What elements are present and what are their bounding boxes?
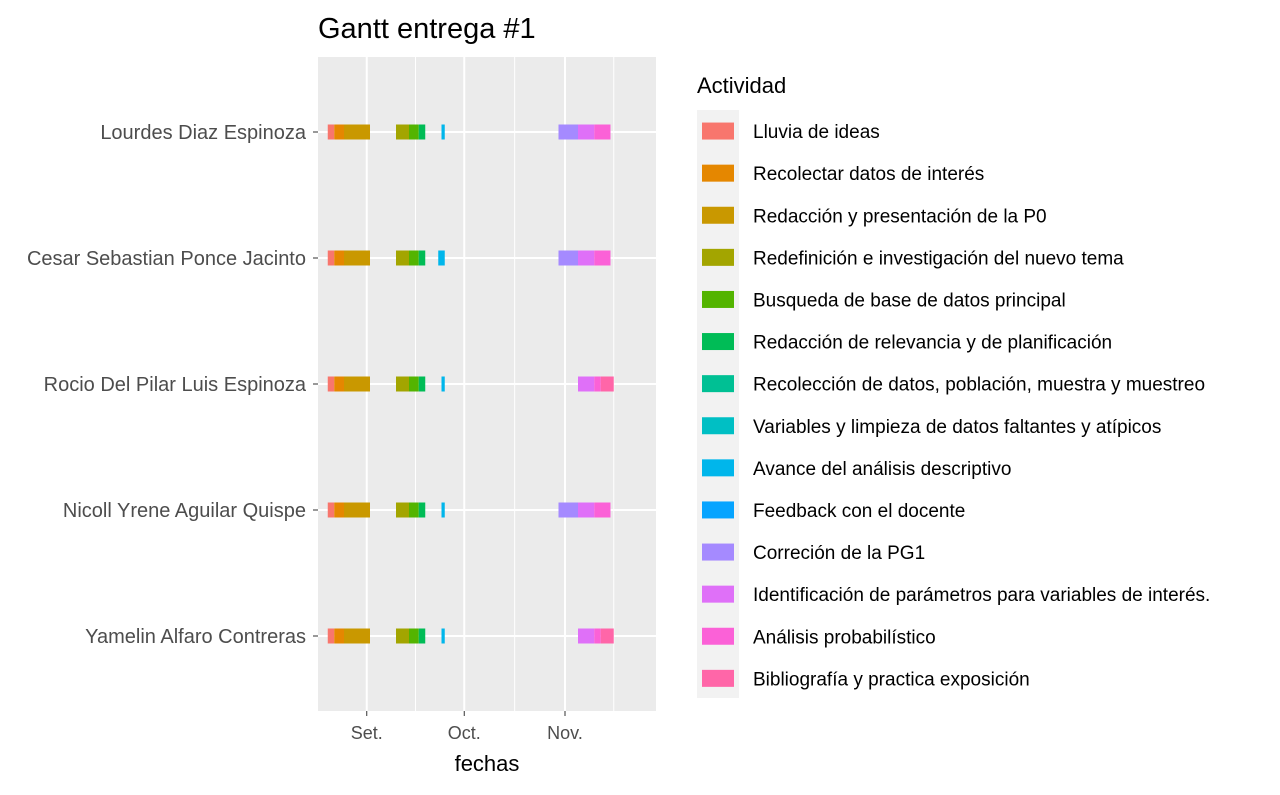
task-bar (334, 250, 344, 266)
legend: Lluvia de ideas Recolectar datos de inter… (702, 122, 1210, 690)
task-bar (396, 376, 409, 392)
legend-swatch (702, 501, 734, 519)
y-axis-label: Nicoll Yrene Aguilar Quispe (63, 500, 306, 522)
legend-label: Recolección de datos, población, muestra… (753, 375, 1205, 396)
task-bar (396, 250, 409, 266)
task-bar (578, 376, 595, 392)
task-bar (334, 124, 344, 140)
legend-swatch (702, 459, 734, 477)
task-bar (418, 250, 426, 266)
task-bar (409, 124, 419, 140)
x-tick-label: Oct. (448, 723, 481, 743)
task-bar (327, 250, 335, 266)
legend-key-background (697, 110, 739, 698)
task-bar (409, 250, 419, 266)
legend-swatch (702, 206, 734, 224)
task-bar (418, 628, 426, 644)
task-bar (558, 250, 578, 266)
task-bar (327, 502, 335, 518)
legend-swatch (702, 290, 734, 308)
legend-label: Lluvia de ideas (753, 122, 880, 143)
task-bar (396, 124, 409, 140)
legend-label: Redefinición e investigación del nuevo t… (753, 248, 1124, 269)
task-bar (441, 376, 445, 392)
task-bar (594, 124, 611, 140)
legend-swatch (702, 669, 734, 687)
task-bar (344, 124, 370, 140)
task-bar (409, 502, 419, 518)
legend-label: Busqueda de base de datos principal (753, 290, 1066, 311)
legend-swatch (702, 585, 734, 603)
x-tick-label: Nov. (547, 723, 583, 743)
task-bar (409, 376, 419, 392)
task-bar (418, 376, 426, 392)
y-axis-label: Lourdes Diaz Espinoza (100, 122, 307, 144)
task-bar (334, 502, 344, 518)
legend-swatch (702, 417, 734, 435)
legend-swatch (702, 333, 734, 351)
task-bars (327, 124, 614, 644)
task-bar (558, 502, 578, 518)
legend-swatch (702, 543, 734, 561)
legend-label: Feedback con el docente (753, 501, 965, 522)
task-bar (558, 124, 578, 140)
task-bar (344, 502, 370, 518)
legend-swatch (702, 627, 734, 645)
task-bar (418, 502, 426, 518)
y-axis-labels: Lourdes Diaz Espinoza Cesar Sebastian Pon… (27, 122, 318, 648)
task-bar (327, 376, 335, 392)
legend-swatch (702, 122, 734, 140)
legend-label: Bibliografía y practica exposición (753, 669, 1030, 690)
task-bar (578, 502, 595, 518)
task-bar (594, 250, 611, 266)
legend-label: Recolectar datos de interés (753, 164, 984, 185)
legend-label: Análisis probabilístico (753, 627, 936, 648)
legend-label: Redacción de relevancia y de planificaci… (753, 333, 1112, 354)
y-axis-label: Rocio Del Pilar Luis Espinoza (44, 374, 307, 396)
chart-title: Gantt entrega #1 (318, 13, 536, 45)
legend-label: Identificación de parámetros para variab… (753, 585, 1210, 606)
task-bar (578, 628, 595, 644)
legend-label: Correción de la PG1 (753, 543, 925, 564)
legend-label: Redacción y presentación de la P0 (753, 206, 1047, 227)
task-bar (396, 628, 409, 644)
task-bar (600, 628, 614, 644)
task-bar (578, 250, 595, 266)
task-bar (441, 124, 445, 140)
legend-title: Actividad (697, 73, 786, 98)
y-axis-label: Yamelin Alfaro Contreras (85, 626, 306, 648)
legend-swatch (702, 375, 734, 393)
task-bar (409, 628, 419, 644)
task-bar (327, 124, 335, 140)
task-bar (334, 628, 344, 644)
task-bar (438, 250, 445, 266)
legend-swatch (702, 164, 734, 182)
task-bar (418, 124, 426, 140)
task-bar (334, 376, 344, 392)
task-bar (344, 250, 370, 266)
y-axis-label: Cesar Sebastian Ponce Jacinto (27, 248, 306, 270)
x-tick-label: Set. (351, 723, 383, 743)
x-axis-title: fechas (455, 751, 520, 776)
task-bar (594, 628, 601, 644)
task-bar (327, 628, 335, 644)
task-bar (594, 376, 601, 392)
task-bar (600, 376, 614, 392)
legend-swatch (702, 248, 734, 266)
x-axis-ticks: Set. Oct. Nov. (351, 711, 583, 743)
task-bar (396, 502, 409, 518)
task-bar (578, 124, 595, 140)
task-bar (344, 376, 370, 392)
task-bar (441, 628, 445, 644)
legend-label: Variables y limpieza de datos faltantes … (753, 417, 1161, 438)
legend-label: Avance del análisis descriptivo (753, 459, 1011, 480)
task-bar (594, 502, 611, 518)
task-bar (441, 502, 445, 518)
task-bar (344, 628, 370, 644)
